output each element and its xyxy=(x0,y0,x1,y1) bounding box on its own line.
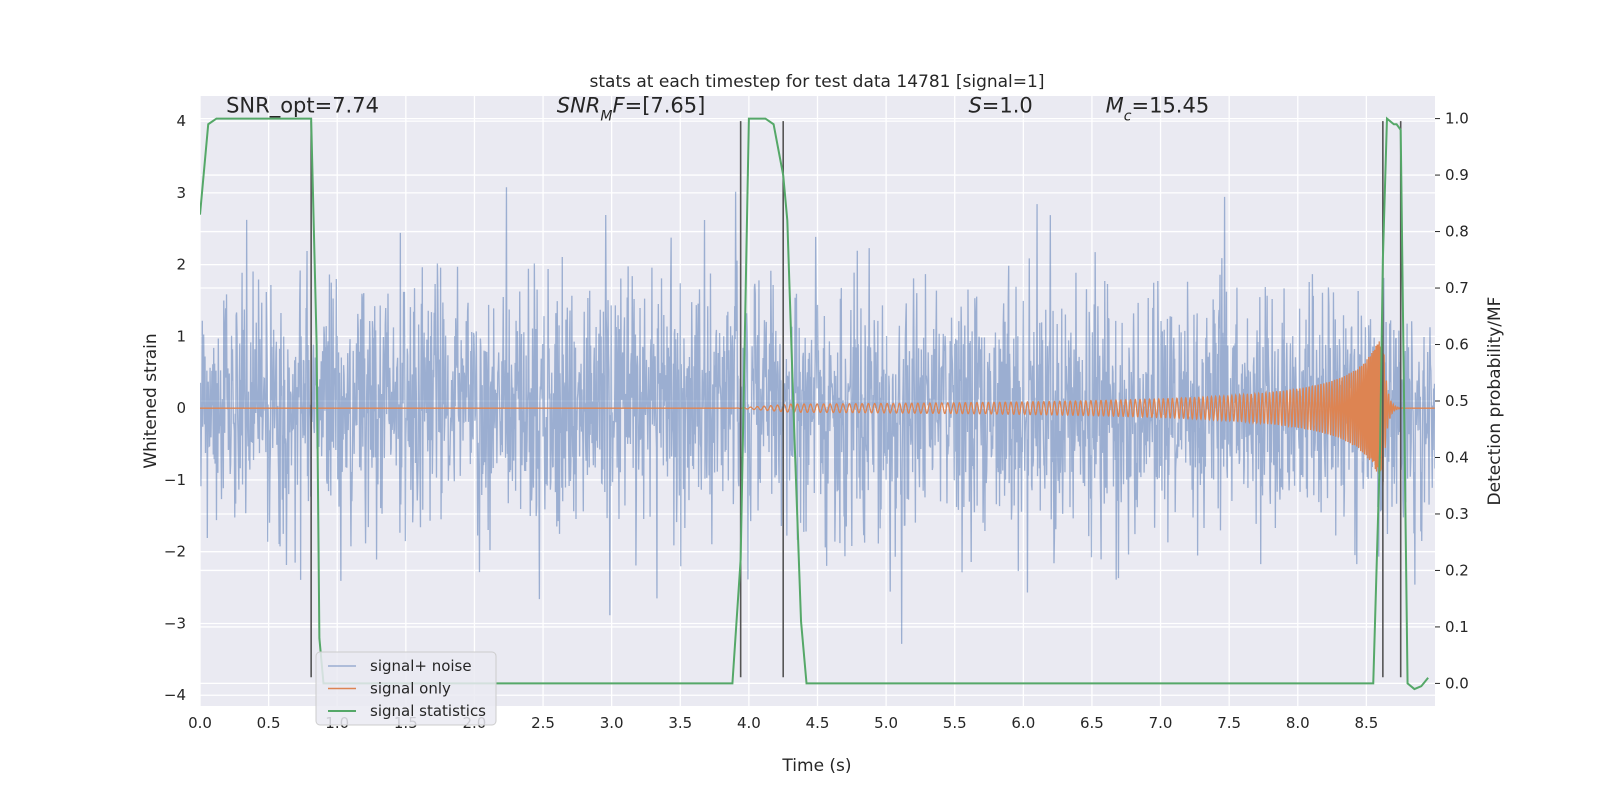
threshold-lines xyxy=(310,121,1402,678)
annotation-part: =15.45 xyxy=(1131,94,1209,118)
y-right-tick-label: 0.7 xyxy=(1445,279,1469,297)
annotation-part: c xyxy=(1124,109,1132,125)
series-signal-statistics xyxy=(200,116,1429,691)
y-left-tick-label: −2 xyxy=(164,543,186,561)
x-axis-label: Time (s) xyxy=(781,756,851,776)
annotation-0: SNR_opt=7.74 xyxy=(226,94,379,119)
chart-title: stats at each timestep for test data 147… xyxy=(590,72,1045,92)
y-left-tick-label: 1 xyxy=(176,327,186,345)
legend-label: signal only xyxy=(370,680,451,698)
y-right-tick-label: 0.5 xyxy=(1445,392,1469,410)
y-left-tick-label: −3 xyxy=(164,614,186,632)
annotation-part: =1.0 xyxy=(982,94,1033,118)
y-right-tick-label: 0.9 xyxy=(1445,166,1469,184)
x-tick-label: 7.0 xyxy=(1149,714,1173,732)
y-right-tick-label: 1.0 xyxy=(1445,110,1469,128)
x-tick-label: 5.0 xyxy=(874,714,898,732)
legend: signal+ noise signal only signal statistic… xyxy=(315,651,497,726)
y-left-tick-label: 3 xyxy=(176,184,186,202)
x-tick-label: 4.0 xyxy=(737,714,761,732)
x-tick-label: 0.5 xyxy=(257,714,281,732)
annotation-part: S xyxy=(968,94,981,118)
annotation-2: S=1.0 xyxy=(968,94,1032,118)
y-right-tick-label: 0.8 xyxy=(1445,223,1469,241)
y-axis-right: 1.0 0.9 0.8 0.7 0.6 0.5 0.4 0.3 0.2 0.1 0.0 xyxy=(1435,110,1469,692)
annotation-part: M xyxy=(600,109,612,125)
annotation-1: SNRMF=[7.65] xyxy=(557,94,706,125)
y-axis-left: 4 3 2 1 0 −1 −2 −3 −4 xyxy=(164,112,186,704)
y-left-tick-label: 0 xyxy=(176,399,186,417)
y-right-tick-label: 0.1 xyxy=(1445,618,1469,636)
x-tick-label: 8.5 xyxy=(1354,714,1378,732)
y-right-tick-label: 0.3 xyxy=(1445,505,1469,523)
x-tick-label: 2.5 xyxy=(531,714,555,732)
legend-label: signal statistics xyxy=(370,702,486,720)
series-signal-only xyxy=(200,333,1435,486)
y-right-tick-label: 0.2 xyxy=(1445,561,1469,579)
y-axis-label-right: Detection probability/MF xyxy=(1485,297,1505,506)
y-right-tick-label: 0.0 xyxy=(1445,674,1469,692)
legend-label: signal+ noise xyxy=(370,657,472,675)
y-right-tick-label: 0.6 xyxy=(1445,336,1469,354)
legend-box xyxy=(315,651,497,726)
annotation-3: Mc=15.45 xyxy=(1106,94,1210,125)
x-tick-label: 4.5 xyxy=(806,714,830,732)
y-left-tick-label: 4 xyxy=(176,112,186,130)
x-tick-label: 3.0 xyxy=(600,714,624,732)
y-axis-label-left: Whitened strain xyxy=(141,333,161,468)
annotation-part: SNR xyxy=(557,94,601,118)
x-tick-label: 3.5 xyxy=(668,714,692,732)
plot-area xyxy=(200,116,1435,691)
x-tick-label: 7.5 xyxy=(1217,714,1241,732)
y-left-tick-label: 2 xyxy=(176,256,186,274)
annotation-part: F xyxy=(613,94,626,118)
x-tick-label: 0.0 xyxy=(188,714,212,732)
y-left-tick-label: −4 xyxy=(164,686,186,704)
y-right-tick-label: 0.4 xyxy=(1445,448,1469,466)
annotation-part: =[7.65] xyxy=(625,94,706,118)
annotations: SNR_opt=7.74 SNRMF=[7.65] S=1.0 Mc=15.45 xyxy=(226,94,1209,125)
x-tick-label: 8.0 xyxy=(1286,714,1310,732)
x-tick-label: 6.5 xyxy=(1080,714,1104,732)
x-tick-label: 6.0 xyxy=(1011,714,1035,732)
annotation-part: M xyxy=(1106,94,1124,118)
x-tick-label: 5.5 xyxy=(943,714,967,732)
y-left-tick-label: −1 xyxy=(164,471,186,489)
